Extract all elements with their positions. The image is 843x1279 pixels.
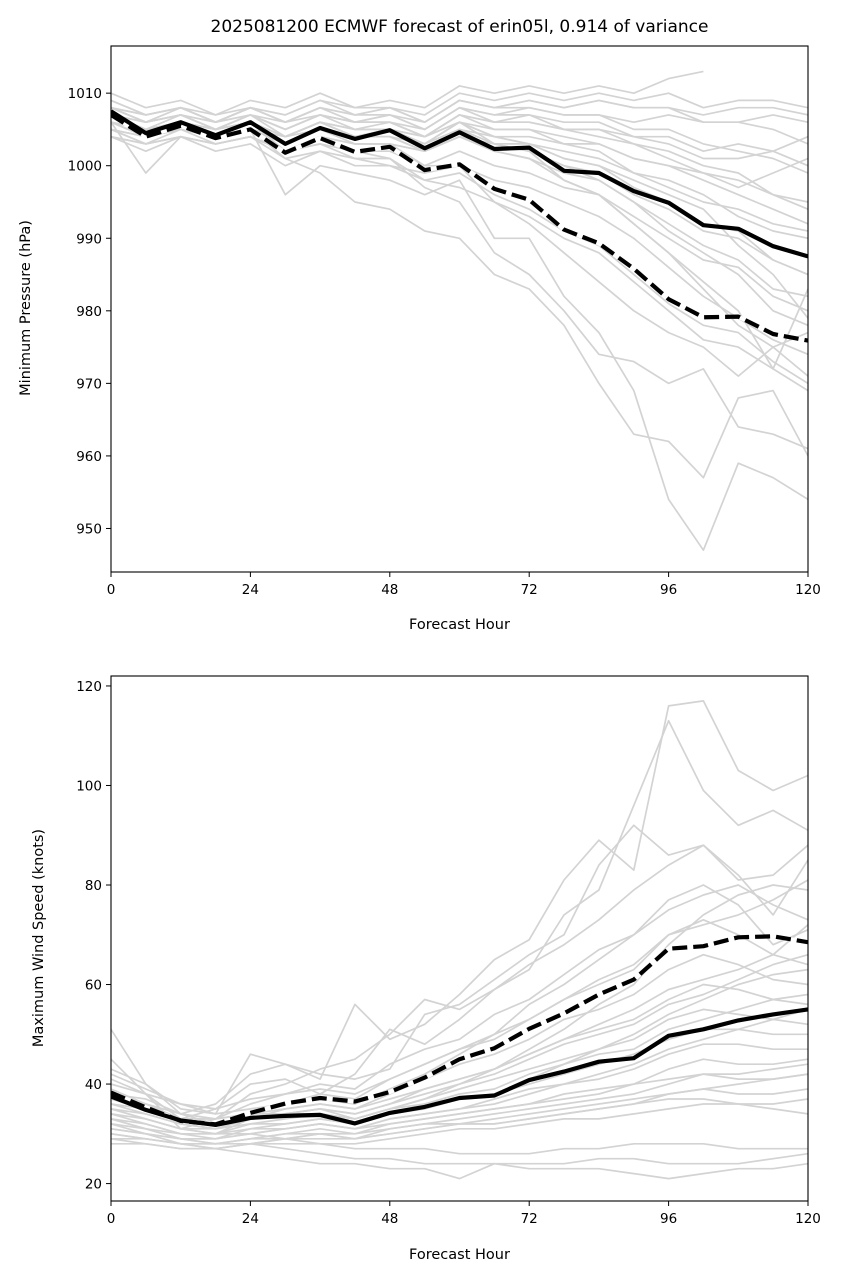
wind-x-tick-label: 96 [660,1211,677,1227]
wind-ensemble-member-20 [111,884,808,1115]
pressure-x-tick-label: 48 [381,582,398,598]
wind-ensemble-member-5 [111,884,808,1120]
wind-y-tick-label: 80 [85,878,102,894]
wind-ensemble-member-4 [111,844,808,1120]
pressure-ensemble-member-28 [111,114,808,189]
wind-axes-group: 0 24 48 72 96 120 20 40 60 80 100 120 [76,675,821,1227]
wind-x-tick-label: 24 [242,1211,259,1227]
wind-y-tick-label: 100 [76,778,102,794]
pressure-highlight-dashed-line [111,113,808,343]
pressure-y-tick-label: 980 [76,304,102,320]
pressure-axes-group: 0 24 48 72 96 120 950 960 970 980 990 1000 1010 [68,45,821,598]
pressure-y-tick-label: 960 [76,449,102,465]
pressure-ensemble-member-25 [111,99,808,145]
wind-y-tick-label: 120 [76,679,102,695]
wind-x-tick-label: 120 [795,1211,821,1227]
wind-x-axis-label: Forecast Hour [409,1247,510,1263]
pressure-y-tick-label: 970 [76,376,102,392]
wind-ensemble-member-16 [111,1108,808,1155]
pressure-x-axis-label: Forecast Hour [409,617,510,633]
pressure-x-tick-label: 0 [107,582,116,598]
wind-ensemble-member-28 [111,1073,808,1145]
wind-panel: 0 24 48 72 96 120 20 40 60 80 100 120 Forecast Hour… [31,675,821,1263]
wind-ensemble-member-3 [111,824,808,1115]
wind-ensemble-member-24 [111,1008,808,1140]
wind-ensemble-member-25 [111,993,808,1130]
wind-ensemble-member-17 [111,1118,808,1165]
wind-y-tick-label: 40 [85,1077,102,1093]
pressure-y-tick-label: 1000 [68,159,102,175]
pressure-series-group [111,70,808,552]
wind-x-tick-label: 72 [521,1211,538,1227]
pressure-x-tick-label: 120 [795,582,821,598]
pressure-mean-solid-line [111,109,808,259]
pressure-ensemble-member-1 [111,70,704,116]
wind-ensemble-member-9 [111,1008,808,1135]
wind-ensemble-member-27 [111,1063,808,1135]
wind-y-axis-label: Maximum Wind Speed (knots) [31,829,47,1047]
wind-x-tick-label: 0 [107,1211,116,1227]
pressure-x-tick-label: 96 [660,582,677,598]
chart-title: 2025081200 ECMWF forecast of erin05l, 0.… [211,17,709,37]
pressure-panel: 2025081200 ECMWF forecast of erin05l, 0.… [18,17,821,633]
pressure-y-tick-label: 990 [76,231,102,247]
pressure-y-axis-label: Minimum Pressure (hPa) [18,220,34,396]
pressure-x-tick-label: 24 [242,582,259,598]
wind-series-group [111,700,808,1180]
pressure-x-tick-label: 72 [521,582,538,598]
wind-ensemble-member-2 [111,719,808,1130]
pressure-ensemble-member-29 [111,106,808,160]
wind-ensemble-member-23 [111,924,808,1120]
pressure-ensemble-member-9 [111,135,808,385]
pressure-y-tick-label: 950 [76,521,102,537]
pressure-y-tick-label: 1010 [68,86,102,102]
wind-ensemble-member-29 [111,879,808,1110]
wind-x-tick-label: 48 [381,1211,398,1227]
wind-y-tick-label: 60 [85,978,102,994]
pressure-plot-frame [110,45,809,573]
wind-ensemble-member-18 [111,1123,808,1180]
wind-y-tick-label: 20 [85,1177,102,1193]
wind-mean-solid-line [111,1007,808,1128]
wind-highlight-dashed-line [111,934,808,1127]
wind-plot-frame [110,675,809,1202]
